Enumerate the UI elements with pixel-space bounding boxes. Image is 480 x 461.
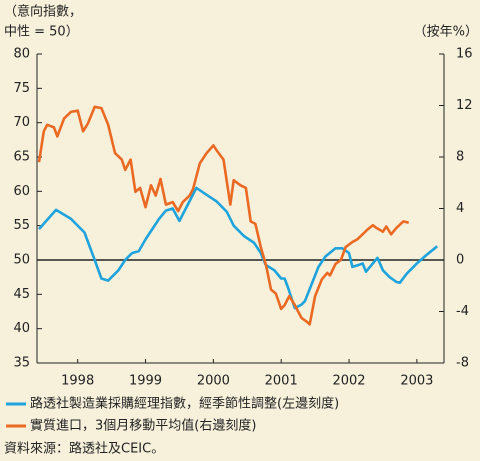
y-tick-label: 45	[13, 287, 30, 302]
y2-tick-label: 4	[456, 201, 464, 216]
y-tick-label: 75	[13, 81, 30, 96]
x-tick-label: 2003	[400, 374, 433, 389]
series-line	[37, 105, 410, 326]
x-tick-label: 1998	[61, 374, 94, 389]
y2-axis-label: （按年%）	[414, 25, 478, 40]
y-tick-label: 50	[13, 253, 30, 268]
y-tick-label: 60	[13, 184, 30, 199]
x-tick-label: 2001	[265, 374, 298, 389]
x-tick-label: 2002	[332, 374, 365, 389]
y-tick-label: 40	[13, 321, 30, 336]
legend-label: 路透社製造業採購經理指數，經季節性調整(左邊刻度)	[30, 396, 339, 412]
y-tick-label: 35	[13, 356, 30, 371]
series-line	[38, 186, 439, 310]
y2-tick-label: -8	[456, 356, 469, 371]
y-axis-label: 中性 = 50）	[4, 25, 79, 40]
y2-tick-label: 16	[456, 47, 473, 62]
y2-tick-label: -4	[456, 304, 469, 319]
source-note: 資料來源：路透社及CEIC。	[4, 441, 164, 457]
x-tick-label: 1999	[129, 374, 162, 389]
y-tick-label: 55	[13, 218, 30, 233]
y-tick-label: 80	[13, 47, 30, 62]
y-tick-label: 65	[13, 150, 30, 165]
y2-tick-label: 12	[456, 98, 473, 113]
legend-label: 實質進口，3個月移動平均值(右邊刻度)	[30, 418, 256, 434]
y2-tick-label: 0	[456, 253, 464, 268]
x-tick-label: 2000	[197, 374, 230, 389]
y2-tick-label: 8	[456, 150, 464, 165]
y-axis-label: （意向指數，	[4, 4, 82, 20]
y-tick-label: 70	[13, 115, 30, 130]
